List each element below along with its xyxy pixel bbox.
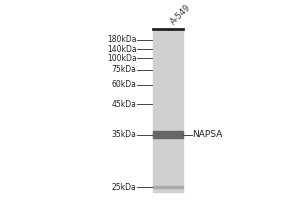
Text: 180kDa: 180kDa [107, 35, 136, 44]
Text: 45kDa: 45kDa [112, 100, 136, 109]
Text: 35kDa: 35kDa [112, 130, 136, 139]
Bar [153, 30, 183, 192]
Text: 100kDa: 100kDa [107, 54, 136, 63]
Text: A-549: A-549 [169, 3, 193, 27]
Bar [153, 186, 183, 188]
Text: NAPSA: NAPSA [192, 130, 223, 139]
Text: 140kDa: 140kDa [107, 45, 136, 54]
Bar [153, 131, 183, 138]
Text: 60kDa: 60kDa [112, 80, 136, 89]
Text: 75kDa: 75kDa [112, 65, 136, 74]
Text: 25kDa: 25kDa [112, 183, 136, 192]
